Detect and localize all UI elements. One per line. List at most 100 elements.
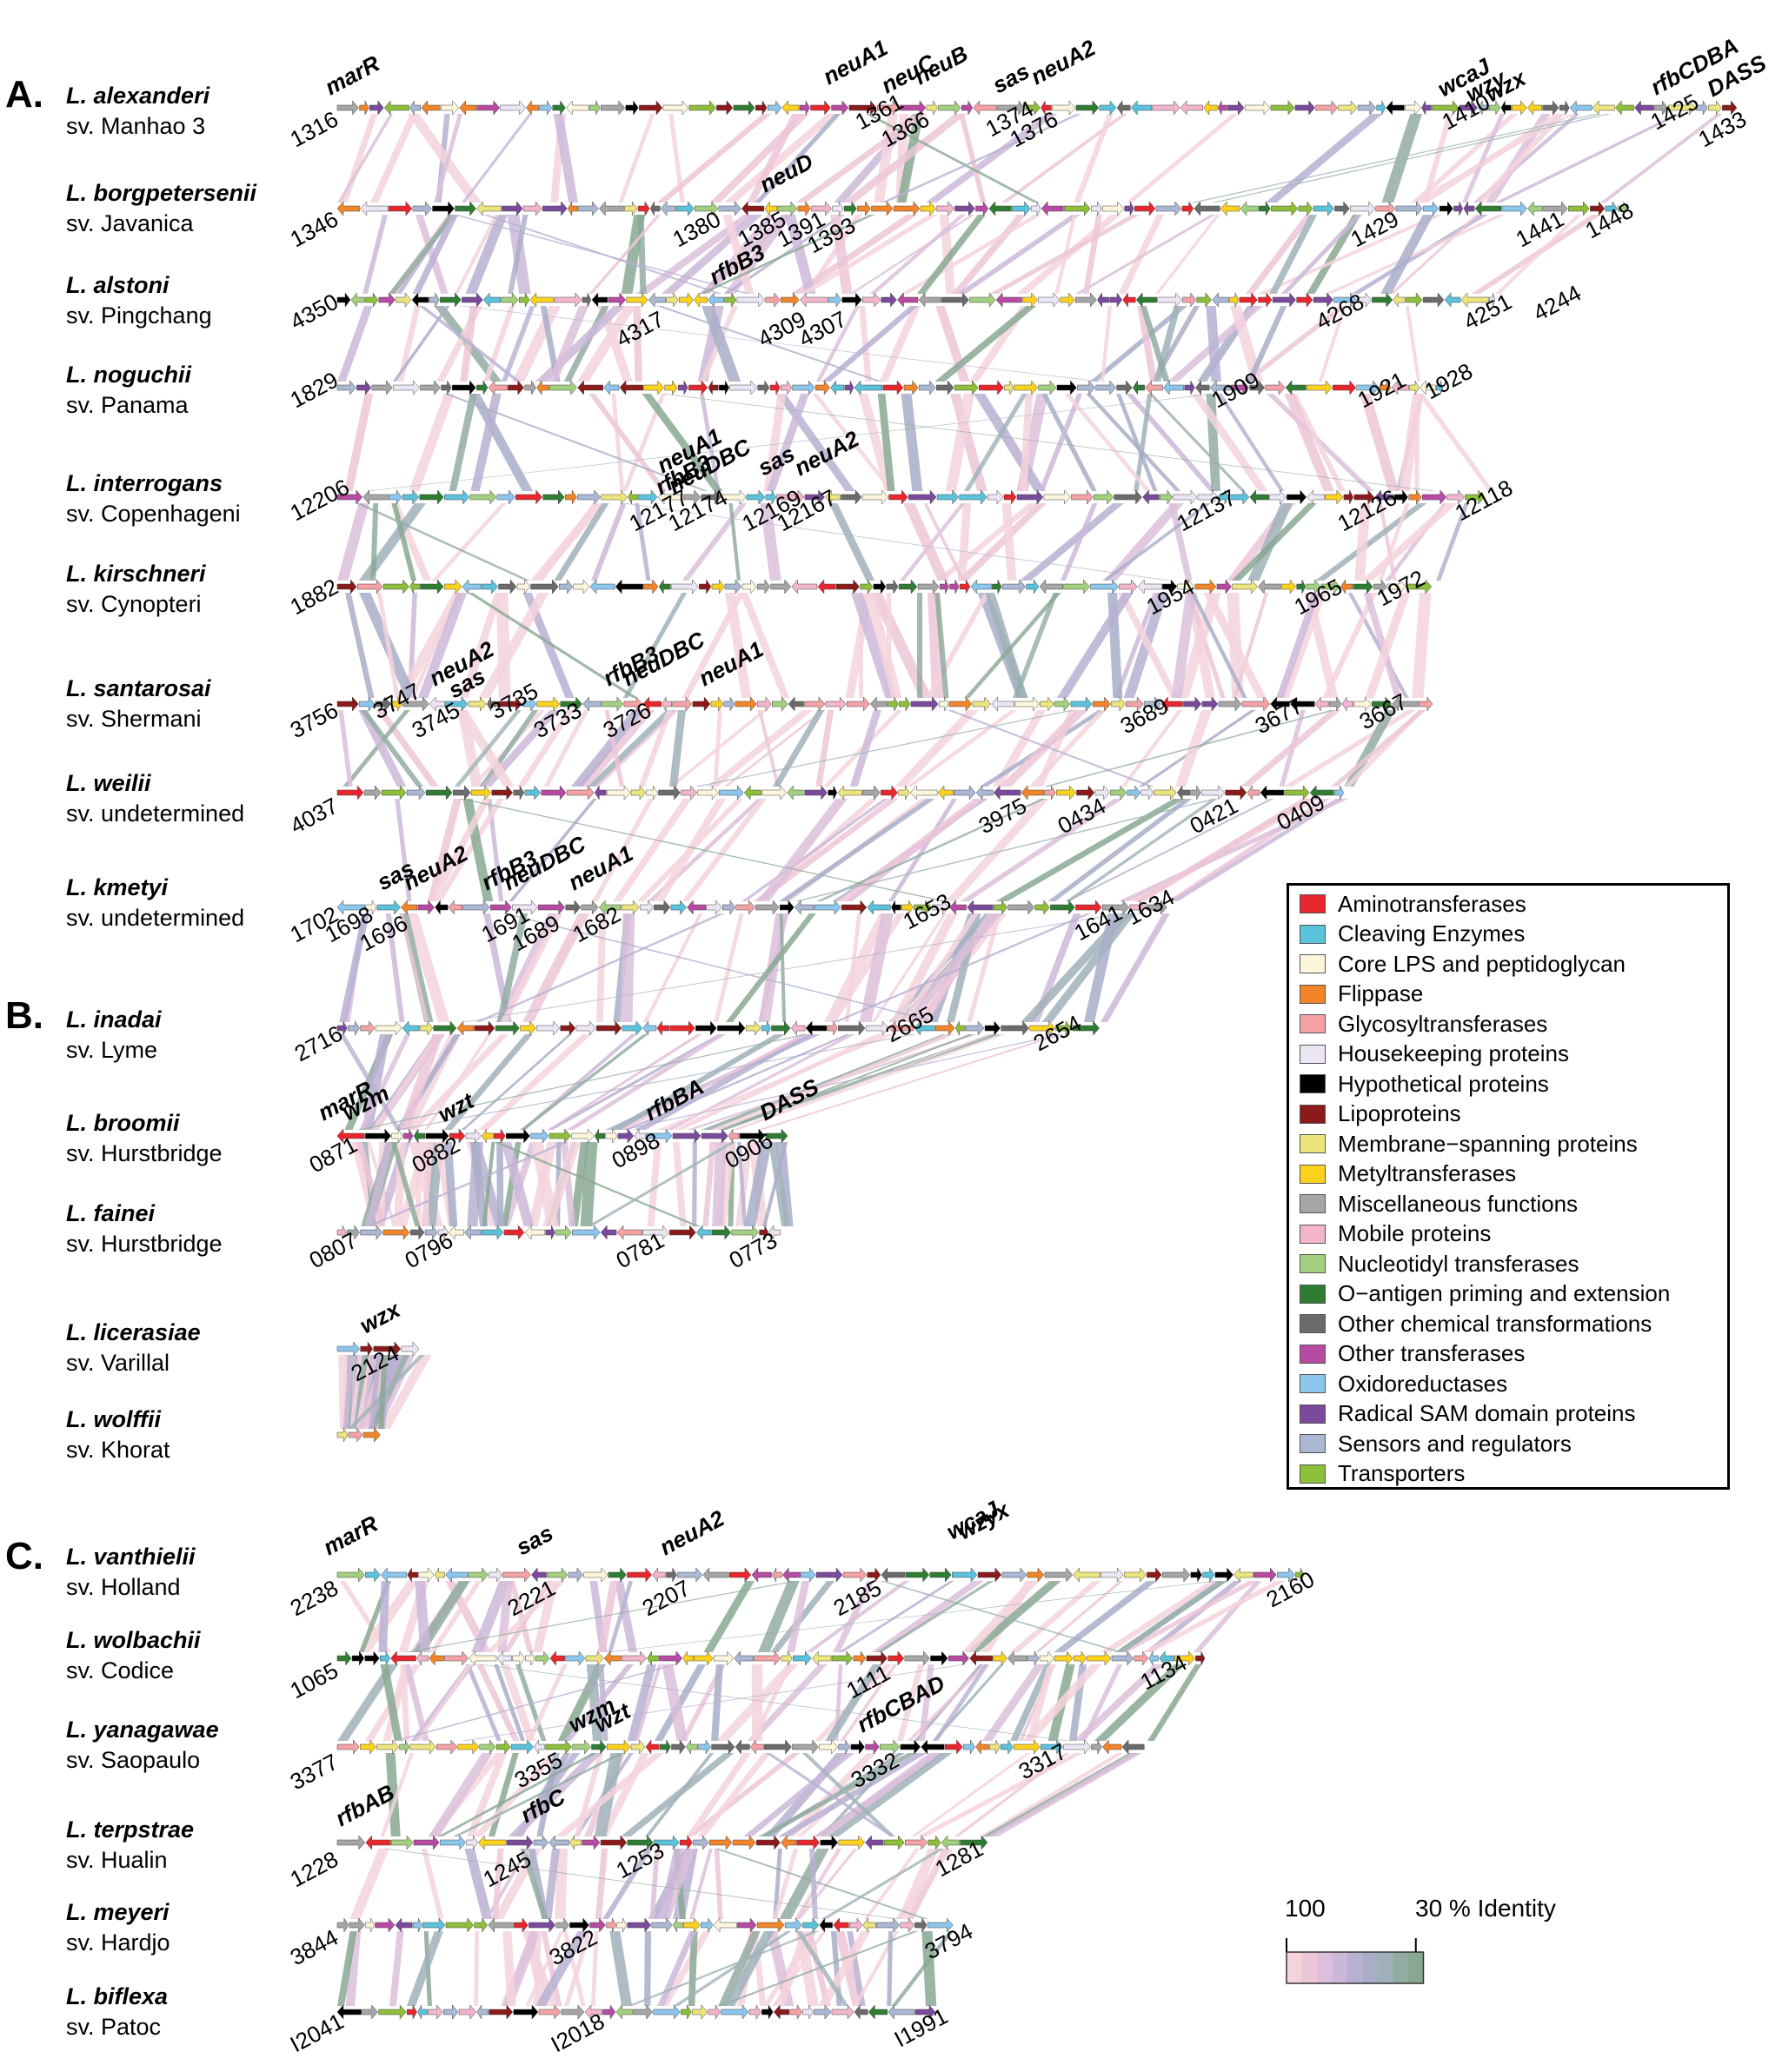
gene-arrow (987, 489, 1004, 505)
identity-band (542, 1142, 582, 1226)
gene-arrow (914, 2004, 936, 2020)
identity-band (815, 799, 1047, 901)
gene-arrow (1233, 1567, 1253, 1583)
gene-arrow (799, 292, 828, 308)
gene-arrow (711, 1739, 735, 1755)
gene-arrow (718, 201, 741, 216)
gene-arrow (1060, 292, 1075, 308)
gene-arrow (1260, 785, 1285, 800)
gene-arrow (686, 1739, 698, 1755)
gene-arrow (1092, 696, 1111, 712)
gene-arrow (487, 696, 497, 712)
identity-band (762, 1142, 788, 1226)
gene-arrow (1421, 100, 1432, 116)
gene-arrow (792, 380, 815, 395)
gene-arrow (881, 292, 897, 308)
identity-band (378, 1355, 388, 1429)
gene-arrow (466, 1835, 478, 1850)
gene-arrow (459, 100, 476, 116)
gene-arrow (888, 489, 908, 505)
gene-arrow (768, 1225, 781, 1240)
identity-band (1203, 593, 1267, 698)
gene-arrow (679, 1835, 693, 1850)
identity-band (907, 1664, 988, 1741)
identity-band (1280, 215, 1363, 294)
legend-label: Miscellaneous functions (1338, 1190, 1579, 1217)
gene-arrow (838, 1020, 866, 1036)
gene-arrow (444, 1650, 469, 1666)
gene-arrow (1180, 100, 1204, 116)
gene-arrow (1194, 201, 1220, 216)
gene-arrow (1031, 201, 1041, 216)
gene-arrow (1190, 785, 1201, 800)
identity-band (394, 1142, 406, 1226)
gene-arrow (573, 579, 590, 594)
identity-band (608, 1581, 634, 1652)
gene-arrow (1155, 201, 1182, 216)
identity-band (566, 1034, 727, 1130)
gene-arrow (469, 1650, 497, 1666)
identity-band (399, 913, 429, 1022)
gene-arrow (336, 2004, 362, 2020)
gene-arrow (973, 100, 997, 116)
identity-band (1170, 799, 1344, 901)
gene-arrow (555, 1225, 572, 1240)
serovar-label: sv. undetermined (66, 905, 245, 931)
identity-band (697, 1753, 771, 1836)
identity-band (1074, 114, 1114, 203)
gene-arrow (600, 1835, 628, 1850)
gene-arrow (1181, 201, 1194, 216)
identity-band (461, 913, 1125, 1022)
legend-item: Transporters (1300, 1460, 1465, 1487)
gene-arrow (678, 292, 694, 308)
gene-arrow (1040, 696, 1054, 712)
gene-arrow (936, 201, 954, 216)
gene-arrow (781, 1650, 793, 1666)
gene-arrow (830, 380, 845, 395)
identity-band (947, 710, 1154, 787)
gene-arrow (960, 1835, 988, 1850)
gene-arrow (336, 900, 366, 915)
identity-band (916, 215, 987, 294)
gene-arrow (489, 2004, 514, 2020)
identity-band (433, 114, 463, 203)
identity-band (896, 1664, 925, 1741)
identity-scale: 100 30 % Identity (1285, 1895, 1556, 2016)
gene-arrow (482, 1128, 494, 1144)
identity-band (337, 114, 394, 203)
gene-arrow (1271, 201, 1299, 216)
identity-band (804, 215, 862, 294)
gene-arrow (1043, 489, 1071, 505)
gene-arrow (1332, 380, 1357, 395)
species-name: L. licerasiae (66, 1319, 201, 1345)
gene-arrow (677, 1567, 703, 1583)
gene-arrow (1114, 489, 1142, 505)
serovar-label: sv. Cynopteri (66, 591, 202, 617)
gene-arrow (1423, 201, 1440, 216)
identity-band (668, 114, 685, 203)
identity-band (1104, 503, 1184, 581)
gene-arrow (1101, 201, 1125, 216)
serovar-label: sv. Codice (66, 1657, 175, 1684)
gene-arrow (443, 2004, 459, 2020)
legend-item: Lipoproteins (1300, 1100, 1461, 1127)
gene-arrow (1353, 489, 1375, 505)
gene-arrow (857, 201, 871, 216)
legend-label: Other transferases (1338, 1340, 1526, 1366)
identity-band (343, 394, 374, 491)
identity-band (815, 710, 834, 787)
legend-swatch (1300, 1074, 1326, 1093)
gene-arrow (412, 1917, 422, 1933)
gene-arrow (659, 1739, 671, 1755)
identity-band (617, 1034, 809, 1130)
identity-band (830, 1931, 842, 2006)
gene-arrow (529, 1917, 556, 1933)
gene-arrow (1147, 1567, 1162, 1583)
gene-arrow (336, 1917, 349, 1933)
identity-band (379, 1355, 432, 1429)
gene-arrow (1444, 292, 1461, 308)
gene-arrow (804, 785, 828, 800)
gene-arrow (682, 1917, 701, 1933)
gene-arrow (1353, 696, 1372, 712)
identity-band (1233, 593, 1269, 698)
